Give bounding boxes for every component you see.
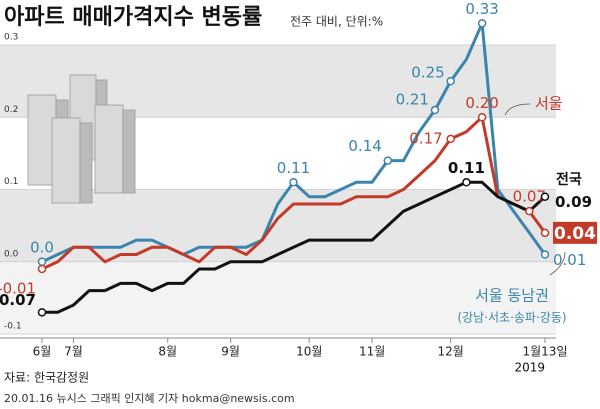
series-line [42,180,547,314]
chart-title: 아파트 매매가격지수 변동률 [4,5,262,30]
value-label: 0.09 [555,193,592,211]
legend-note: (강남·서초·송파·강동) [457,311,566,325]
point-marker [37,264,47,274]
value-label: 0.25 [411,64,444,82]
value-label-box [553,221,597,244]
point-marker [540,250,550,259]
x-tick-label: 8월 [158,345,177,359]
source: 자료: 한국감정원 [4,371,89,385]
value-label: 0.04 [554,224,596,244]
series-line [41,115,547,271]
legend-label: 서울 동남권 [475,287,549,305]
value-label: 0.0 [30,238,54,256]
value-label: -0.01 [0,279,36,297]
point-marker [446,76,455,86]
point-marker [462,178,471,187]
value-label: 0.20 [465,94,498,112]
point-marker [446,134,455,144]
y-tick-label: 0.3 [4,33,18,43]
y-tick-label: -0.1 [4,322,22,332]
point-marker [477,113,487,122]
point-marker [37,308,47,317]
point-marker [525,206,534,216]
value-label: 0.07 [513,188,546,206]
point-marker [383,156,393,165]
grid-band [0,261,556,334]
leader-line [504,103,531,116]
y-tick-label: 0.0 [4,249,19,259]
point-marker [540,192,550,201]
value-label: 0.17 [409,129,442,147]
x-tick-label: 10월 [296,345,322,359]
point-marker [540,228,550,238]
year-label: 2019 [514,361,545,375]
leader-line [549,251,566,276]
x-tick-label: 9월 [221,345,240,359]
y-tick-label: 0.2 [4,105,18,115]
point-marker [430,105,440,115]
value-label: 0.11 [277,159,310,177]
value-label: 0.33 [465,0,498,18]
legend-label: 전국 [556,171,582,188]
point-marker [477,19,487,28]
value-label: -0.07 [0,291,36,309]
y-tick-label: 0.1 [4,177,18,187]
value-label: 0.11 [448,159,485,177]
x-tick-label: 12월 [438,345,464,359]
value-label: 0.14 [348,137,381,155]
point-marker [37,257,47,266]
chart-subtitle: 전주 대비, 단위:% [290,15,383,29]
x-tick-label: 7월 [64,345,83,359]
legend-label: 서울 [535,95,563,113]
value-label: 0.21 [396,91,429,109]
footer: 20.01.16 뉴시스 그래픽 인지혜 기자 hokma@newsis.com [4,392,295,405]
x-tick-label: 6월 [33,345,52,359]
x-tick-label: 11월 [359,345,385,359]
building-illustration [27,74,136,204]
value-label: 0.01 [553,251,586,269]
x-tick-label: 1월13일 [523,345,568,359]
point-marker [289,178,298,187]
